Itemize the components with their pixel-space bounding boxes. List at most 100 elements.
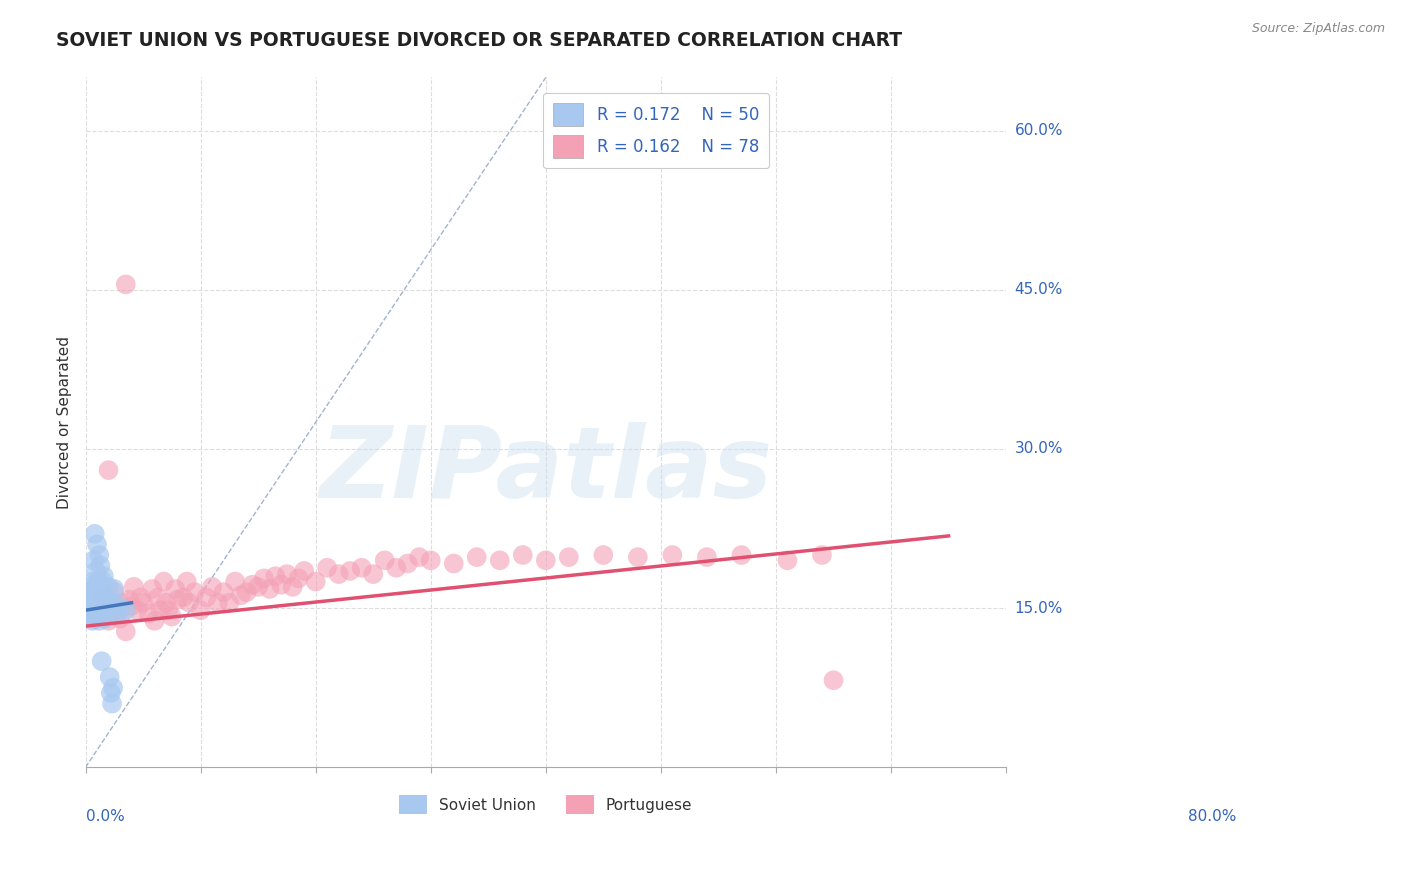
Point xyxy=(534,553,557,567)
Point xyxy=(93,569,115,583)
Point xyxy=(101,697,124,711)
Point xyxy=(374,553,396,567)
Point xyxy=(94,612,117,626)
Point xyxy=(83,553,105,567)
Legend: Soviet Union, Portuguese: Soviet Union, Portuguese xyxy=(391,788,700,822)
Point xyxy=(276,567,298,582)
Point xyxy=(91,591,114,605)
Point xyxy=(86,537,108,551)
Point xyxy=(270,578,292,592)
Point xyxy=(287,571,309,585)
Point xyxy=(149,603,172,617)
Point xyxy=(328,567,350,582)
Y-axis label: Divorced or Separated: Divorced or Separated xyxy=(58,336,72,508)
Point xyxy=(111,596,134,610)
Point xyxy=(224,574,246,589)
Point xyxy=(79,591,101,605)
Point xyxy=(103,585,125,599)
Point xyxy=(103,582,125,596)
Point xyxy=(82,614,104,628)
Point xyxy=(89,601,111,615)
Point xyxy=(696,550,718,565)
Point xyxy=(218,596,240,610)
Point xyxy=(96,603,118,617)
Point xyxy=(627,550,650,565)
Point xyxy=(80,580,103,594)
Point xyxy=(350,560,373,574)
Point xyxy=(80,607,103,621)
Point xyxy=(184,585,207,599)
Point xyxy=(82,596,104,610)
Point xyxy=(114,277,136,292)
Point xyxy=(77,596,100,610)
Point xyxy=(143,614,166,628)
Point xyxy=(292,564,315,578)
Point xyxy=(114,624,136,639)
Point xyxy=(97,463,120,477)
Point xyxy=(108,612,131,626)
Point xyxy=(488,553,510,567)
Point xyxy=(512,548,534,562)
Point xyxy=(90,585,112,599)
Point xyxy=(107,607,129,621)
Point xyxy=(121,599,143,613)
Point xyxy=(79,599,101,613)
Point xyxy=(97,614,120,628)
Point xyxy=(408,550,430,565)
Point xyxy=(152,574,174,589)
Point xyxy=(419,553,441,567)
Point xyxy=(207,596,229,610)
Point xyxy=(155,596,177,610)
Text: 60.0%: 60.0% xyxy=(1015,123,1063,138)
Text: 80.0%: 80.0% xyxy=(1188,809,1236,823)
Point xyxy=(98,670,121,684)
Point xyxy=(201,580,224,594)
Point xyxy=(84,585,107,599)
Text: 45.0%: 45.0% xyxy=(1015,282,1063,297)
Point xyxy=(108,601,131,615)
Point xyxy=(87,607,110,621)
Point xyxy=(558,550,581,565)
Point xyxy=(141,582,163,596)
Point xyxy=(160,609,183,624)
Point xyxy=(96,591,118,605)
Point xyxy=(730,548,752,562)
Point xyxy=(97,580,120,594)
Point xyxy=(661,548,683,562)
Point xyxy=(82,574,104,589)
Point xyxy=(93,603,115,617)
Point xyxy=(87,574,110,589)
Point xyxy=(385,560,408,574)
Point xyxy=(84,601,107,615)
Point xyxy=(127,603,149,617)
Point xyxy=(83,599,105,613)
Point xyxy=(89,558,111,573)
Point xyxy=(97,596,120,610)
Point xyxy=(83,592,105,607)
Point xyxy=(100,596,122,610)
Point xyxy=(86,608,108,623)
Point xyxy=(195,591,218,605)
Point xyxy=(240,578,263,592)
Point xyxy=(89,614,111,628)
Text: 30.0%: 30.0% xyxy=(1015,442,1063,457)
Point xyxy=(84,564,107,578)
Point xyxy=(107,603,129,617)
Point xyxy=(259,582,281,596)
Point xyxy=(80,612,103,626)
Text: SOVIET UNION VS PORTUGUESE DIVORCED OR SEPARATED CORRELATION CHART: SOVIET UNION VS PORTUGUESE DIVORCED OR S… xyxy=(56,31,903,50)
Point xyxy=(247,580,270,594)
Point xyxy=(118,592,141,607)
Point xyxy=(592,548,614,562)
Point xyxy=(361,567,384,582)
Point xyxy=(172,591,194,605)
Text: 0.0%: 0.0% xyxy=(86,809,124,823)
Point xyxy=(165,582,187,596)
Point xyxy=(83,612,105,626)
Point xyxy=(122,580,145,594)
Point xyxy=(776,553,799,567)
Point xyxy=(138,607,160,621)
Point xyxy=(104,596,127,610)
Point xyxy=(77,603,100,617)
Point xyxy=(235,585,257,599)
